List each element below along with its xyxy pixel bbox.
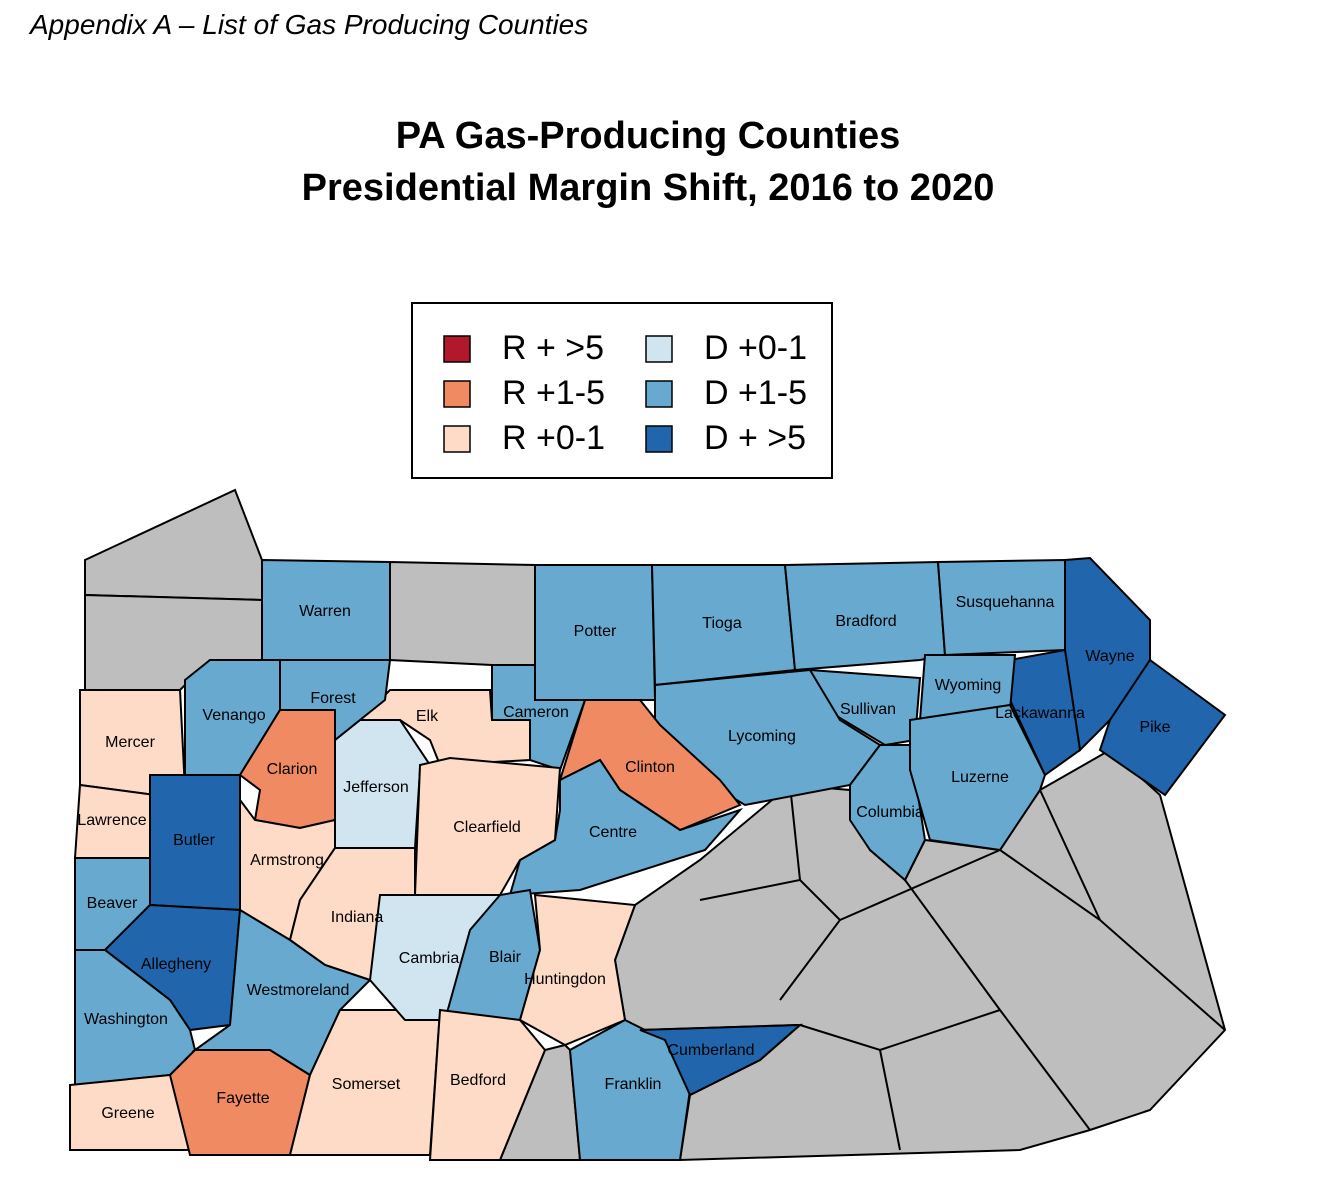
county-label: Franklin [605, 1076, 662, 1093]
county-label: Jefferson [343, 779, 409, 796]
county-label: Huntingdon [524, 971, 606, 988]
legend-label: D +1-5 [704, 374, 807, 412]
county [909, 703, 1047, 852]
other-counties [84, 488, 1227, 1162]
legend-swatch [443, 425, 471, 453]
appendix-title: Appendix A – List of Gas Producing Count… [28, 9, 588, 40]
county-label: Lycoming [728, 728, 796, 745]
legend-swatch [443, 380, 471, 408]
county-label: Mercer [105, 734, 155, 751]
county-label: Centre [589, 824, 637, 841]
county-label: Tioga [702, 615, 742, 632]
county-label: Potter [574, 623, 617, 640]
county-label: Bradford [835, 613, 896, 630]
map-subtitle: Presidential Margin Shift, 2016 to 2020 [302, 167, 995, 209]
county [428, 1008, 547, 1161]
county-label: Cameron [503, 704, 569, 721]
county-label: Sullivan [840, 701, 896, 718]
county-label: Indiana [331, 909, 384, 926]
legend-label: D + >5 [704, 419, 806, 457]
county-label: Cumberland [667, 1042, 754, 1059]
county-label: Forest [310, 690, 356, 707]
county [849, 744, 927, 882]
county-label: Fayette [216, 1090, 269, 1107]
county-label: Allegheny [141, 956, 211, 973]
county-label: Butler [173, 832, 215, 849]
county-label: Westmoreland [247, 982, 350, 999]
legend-swatch [443, 335, 471, 363]
county-label: Blair [489, 949, 522, 966]
legend-swatch [645, 425, 673, 453]
county-label: Susquehanna [956, 594, 1055, 611]
county-label: Elk [416, 708, 439, 725]
county-label: Lawrence [77, 812, 146, 829]
county-label: Clinton [625, 759, 675, 776]
legend-label: R + >5 [502, 329, 604, 367]
county-label: Pike [1139, 719, 1170, 736]
county [1098, 658, 1227, 797]
county [639, 1023, 803, 1097]
county-label: Washington [84, 1011, 168, 1028]
county-label: Columbia [856, 804, 924, 821]
county-label: Clarion [267, 761, 318, 778]
county-label: Somerset [332, 1076, 401, 1093]
county-label: Wayne [1085, 648, 1134, 665]
county-label: Wyoming [935, 677, 1002, 694]
county-label: Venango [202, 707, 265, 724]
legend-swatch [645, 335, 673, 363]
legend-label: D +0-1 [704, 329, 807, 367]
county [518, 893, 637, 1047]
county-label: Warren [299, 603, 351, 620]
county-label: Luzerne [951, 769, 1009, 786]
county-label: Clearfield [453, 819, 521, 836]
legend-box [411, 302, 833, 479]
county-label: Bedford [450, 1072, 506, 1089]
legend-swatch [645, 380, 673, 408]
legend-label: R +1-5 [502, 374, 605, 412]
legend-label: R +0-1 [502, 419, 605, 457]
county-label: Armstrong [250, 852, 324, 869]
map-title: PA Gas-Producing Counties [396, 115, 901, 157]
county-label: Lackawanna [995, 705, 1085, 722]
county [368, 894, 502, 1021]
county-label: Greene [101, 1105, 154, 1122]
county-label: Beaver [87, 895, 138, 912]
county-label: Cambria [399, 950, 460, 967]
